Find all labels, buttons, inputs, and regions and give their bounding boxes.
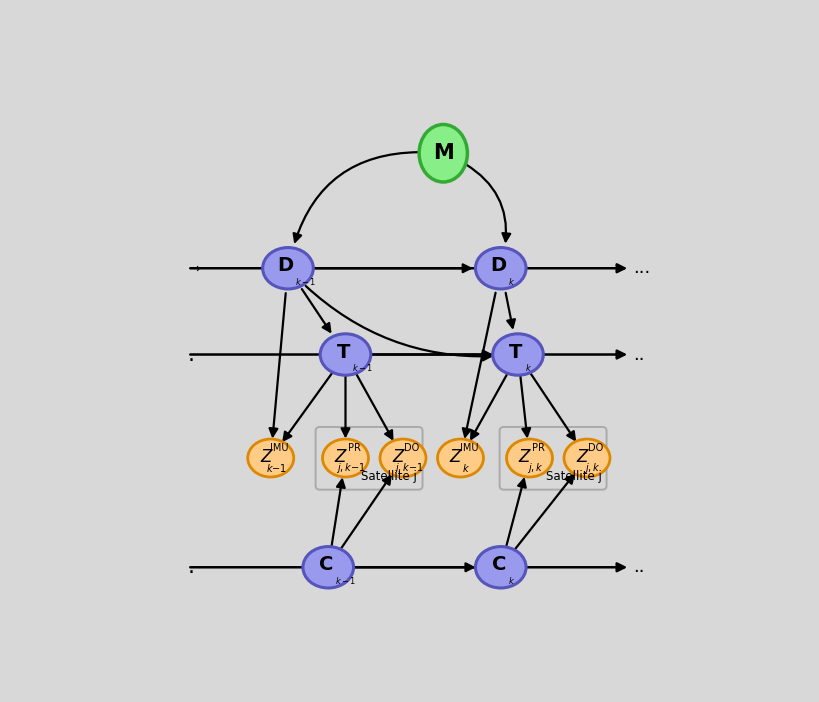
Text: $k{-}1$: $k{-}1$ [265,462,287,474]
Text: $\mathbf{C}$: $\mathbf{C}$ [318,555,333,574]
Text: $j,k$: $j,k$ [527,461,543,475]
Text: $j,k{-}1$: $j,k{-}1$ [393,461,423,475]
Ellipse shape [379,439,426,477]
Ellipse shape [262,248,313,289]
Text: IMU: IMU [459,443,477,453]
Text: $\mathbf{D}$: $\mathbf{D}$ [277,256,294,275]
Text: $Z$: $Z$ [334,449,348,466]
Ellipse shape [319,334,370,375]
Ellipse shape [419,124,467,182]
Text: $\rightarrow$: $\rightarrow$ [187,262,201,274]
Ellipse shape [302,547,353,588]
Text: DO: DO [587,443,603,453]
Text: $_{k-1}$: $_{k-1}$ [295,274,316,287]
Text: .: . [187,345,194,364]
Text: $\mathbf{M}$: $\mathbf{M}$ [432,143,453,164]
Text: $_{k-1}$: $_{k-1}$ [352,360,373,373]
Ellipse shape [506,439,552,477]
Text: $_{k}$: $_{k}$ [524,360,532,373]
Text: $\mathbf{C}$: $\mathbf{C}$ [491,555,505,574]
Text: $\mathbf{D}$: $\mathbf{D}$ [489,256,506,275]
Text: $_{k-1}$: $_{k-1}$ [335,573,356,586]
Text: $k$: $k$ [462,462,469,474]
Text: $_{k}$: $_{k}$ [507,274,514,287]
Ellipse shape [322,439,368,477]
Ellipse shape [475,547,526,588]
Ellipse shape [563,439,609,477]
Text: $Z$: $Z$ [449,449,463,466]
Text: $Z$: $Z$ [575,449,590,466]
Ellipse shape [247,439,293,477]
Text: $Z$: $Z$ [260,449,274,466]
Text: ..: .. [632,345,644,364]
Ellipse shape [475,248,526,289]
Text: DO: DO [404,443,419,453]
Text: ..: .. [632,558,644,576]
Text: PR: PR [531,443,544,453]
Text: Satellite j: Satellite j [545,470,600,483]
Text: $\mathbf{T}$: $\mathbf{T}$ [508,343,523,362]
Text: $Z$: $Z$ [391,449,405,466]
Text: $_{k}$: $_{k}$ [507,573,514,586]
Text: ...: ... [632,259,649,277]
Text: IMU: IMU [269,443,288,453]
Text: $j,k{-}1$: $j,k{-}1$ [336,461,366,475]
Text: PR: PR [347,443,360,453]
Ellipse shape [437,439,483,477]
Text: Satellite j: Satellite j [361,470,417,483]
Text: $j,k$: $j,k$ [584,461,600,475]
Text: $Z$: $Z$ [518,449,532,466]
Text: .: . [187,557,194,577]
Text: $\mathbf{T}$: $\mathbf{T}$ [335,343,351,362]
Ellipse shape [492,334,543,375]
